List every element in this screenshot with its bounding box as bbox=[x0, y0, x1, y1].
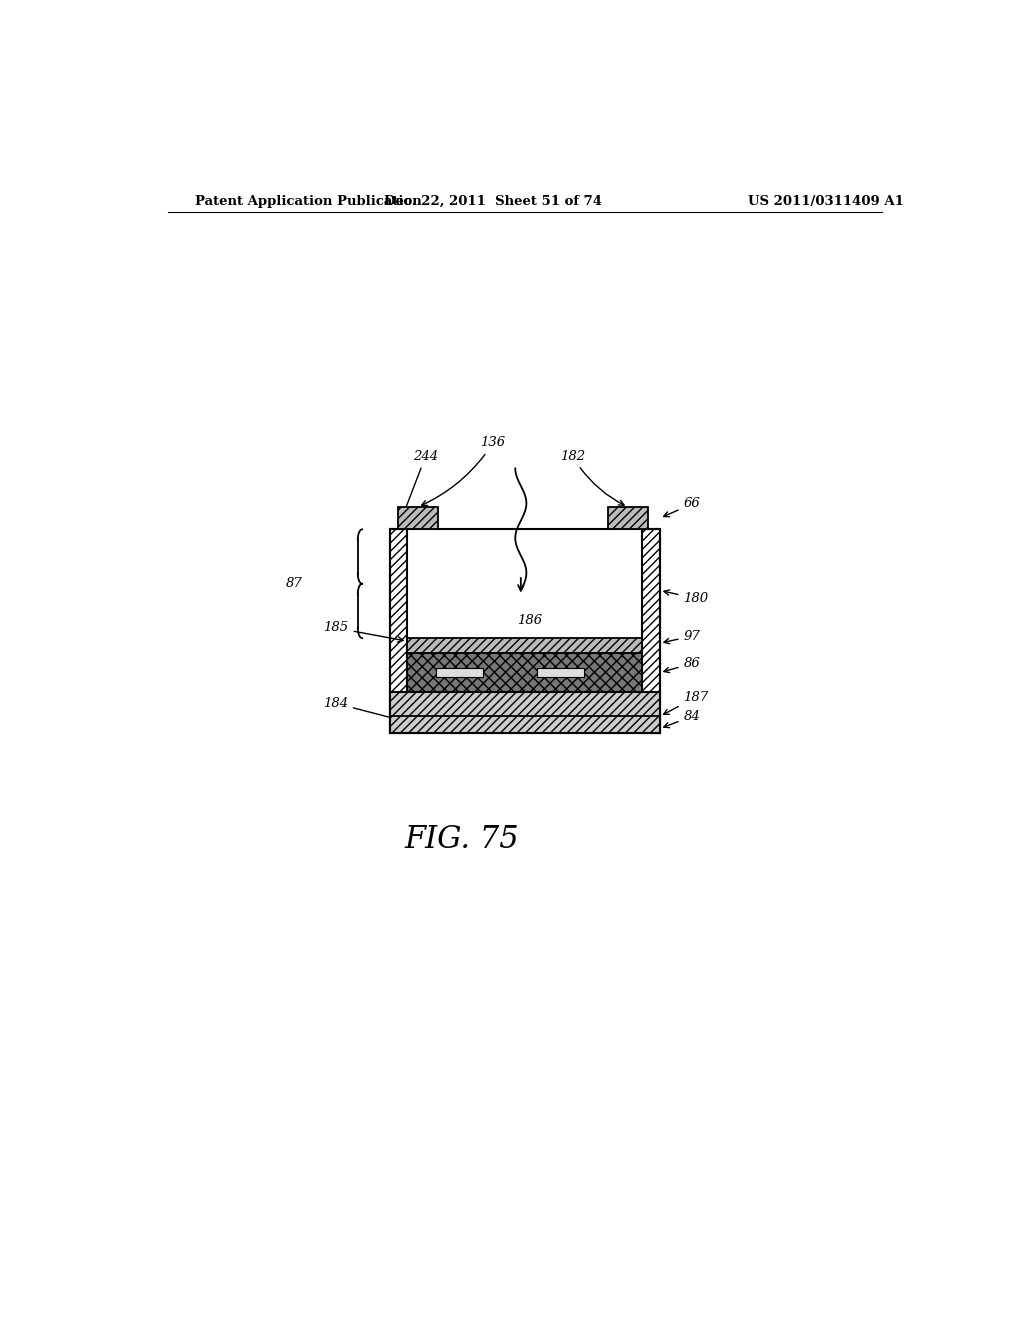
Bar bbox=[390, 529, 659, 733]
Text: US 2011/0311409 A1: US 2011/0311409 A1 bbox=[749, 194, 904, 207]
Text: 244: 244 bbox=[402, 450, 438, 515]
Text: 97: 97 bbox=[664, 630, 700, 644]
Bar bbox=[608, 507, 648, 529]
Text: Dec. 22, 2011  Sheet 51 of 74: Dec. 22, 2011 Sheet 51 of 74 bbox=[384, 194, 602, 207]
Text: 87: 87 bbox=[286, 577, 303, 590]
Bar bbox=[537, 668, 584, 677]
Bar bbox=[390, 529, 408, 733]
Text: Patent Application Publication: Patent Application Publication bbox=[196, 194, 422, 207]
Bar bbox=[397, 507, 437, 529]
Text: 187: 187 bbox=[664, 690, 709, 714]
Text: 86: 86 bbox=[664, 657, 700, 673]
Text: 186: 186 bbox=[517, 614, 542, 627]
Bar bbox=[397, 507, 437, 529]
Text: 136: 136 bbox=[422, 437, 506, 506]
Text: 180: 180 bbox=[664, 590, 709, 605]
Bar bbox=[435, 668, 483, 677]
Text: 66: 66 bbox=[664, 498, 700, 516]
Bar bbox=[390, 692, 659, 733]
Bar bbox=[390, 692, 659, 733]
Text: 185: 185 bbox=[324, 622, 403, 642]
Bar bbox=[642, 529, 659, 733]
Text: 182: 182 bbox=[560, 450, 624, 506]
Bar bbox=[408, 653, 642, 692]
Bar bbox=[608, 507, 648, 529]
Text: 84: 84 bbox=[664, 710, 700, 727]
Bar bbox=[408, 638, 642, 653]
Text: 184: 184 bbox=[323, 697, 406, 722]
Bar bbox=[408, 653, 642, 692]
Bar bbox=[642, 529, 659, 733]
Bar bbox=[408, 638, 642, 653]
Text: FIG. 75: FIG. 75 bbox=[404, 824, 518, 855]
Bar bbox=[390, 529, 408, 733]
